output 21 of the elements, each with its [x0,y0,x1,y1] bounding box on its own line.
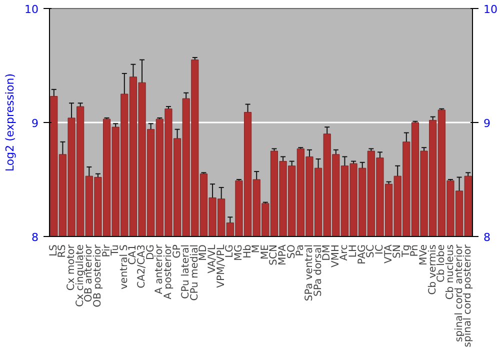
y-tick-label: 10 [24,3,39,16]
x-tick-label: Cb lobe [436,244,448,282]
y2-tick-label: 10 [484,3,498,16]
y2-tick-label: 9 [484,117,490,130]
x-tick-label: IC [374,244,386,254]
x-tick-label: RS [57,244,68,258]
x-tick-label: MVe [418,244,430,266]
x-tick-label: Tg [400,244,412,258]
x-tick-label: MG [233,244,244,261]
x-tick-label: Pa [295,244,306,256]
x-tick-label: A posterior [162,244,174,300]
y-tick-label: 8 [32,231,38,244]
y-tick-label: 9 [32,117,38,130]
x-tick-label: Cb nucleus [444,244,456,300]
y-axis-title: Log2 (expression) [4,73,17,172]
x-tick-label: OB posterior [92,244,104,308]
x-tick-label: GP [172,244,183,258]
x-tick-label: spinal cord posterior [462,244,474,348]
y2-tick-label: 8 [484,231,490,244]
x-tick-label: SPa ventral [304,244,315,302]
x-tick-label: DG [145,244,156,260]
